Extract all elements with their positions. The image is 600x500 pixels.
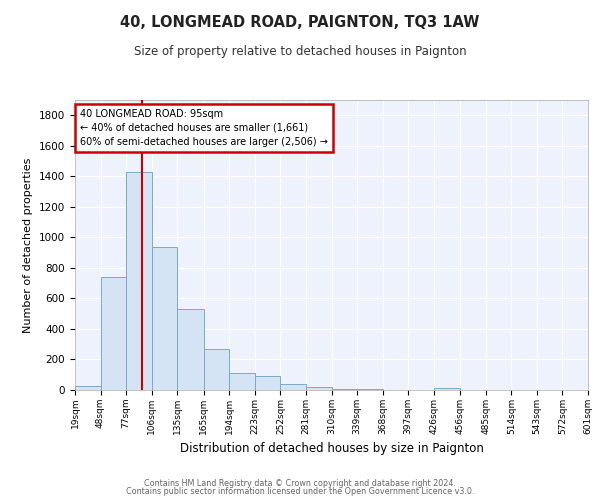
X-axis label: Distribution of detached houses by size in Paignton: Distribution of detached houses by size … bbox=[179, 442, 484, 456]
Bar bbox=[126, 172, 152, 390]
Bar bbox=[203, 349, 229, 390]
Bar bbox=[331, 389, 357, 390]
Bar bbox=[152, 248, 177, 390]
Y-axis label: Number of detached properties: Number of detached properties bbox=[23, 158, 34, 332]
Bar bbox=[75, 386, 101, 390]
Text: Size of property relative to detached houses in Paignton: Size of property relative to detached ho… bbox=[134, 45, 466, 58]
Bar bbox=[229, 373, 255, 390]
Bar bbox=[101, 277, 126, 390]
Bar bbox=[357, 389, 383, 390]
Bar bbox=[255, 376, 280, 390]
Bar bbox=[177, 309, 203, 390]
Text: 40 LONGMEAD ROAD: 95sqm
← 40% of detached houses are smaller (1,661)
60% of semi: 40 LONGMEAD ROAD: 95sqm ← 40% of detache… bbox=[80, 108, 328, 146]
Bar bbox=[306, 388, 331, 390]
Text: 40, LONGMEAD ROAD, PAIGNTON, TQ3 1AW: 40, LONGMEAD ROAD, PAIGNTON, TQ3 1AW bbox=[121, 15, 479, 30]
Bar bbox=[434, 388, 460, 390]
Bar bbox=[280, 384, 306, 390]
Text: Contains public sector information licensed under the Open Government Licence v3: Contains public sector information licen… bbox=[126, 487, 474, 496]
Text: Contains HM Land Registry data © Crown copyright and database right 2024.: Contains HM Land Registry data © Crown c… bbox=[144, 478, 456, 488]
